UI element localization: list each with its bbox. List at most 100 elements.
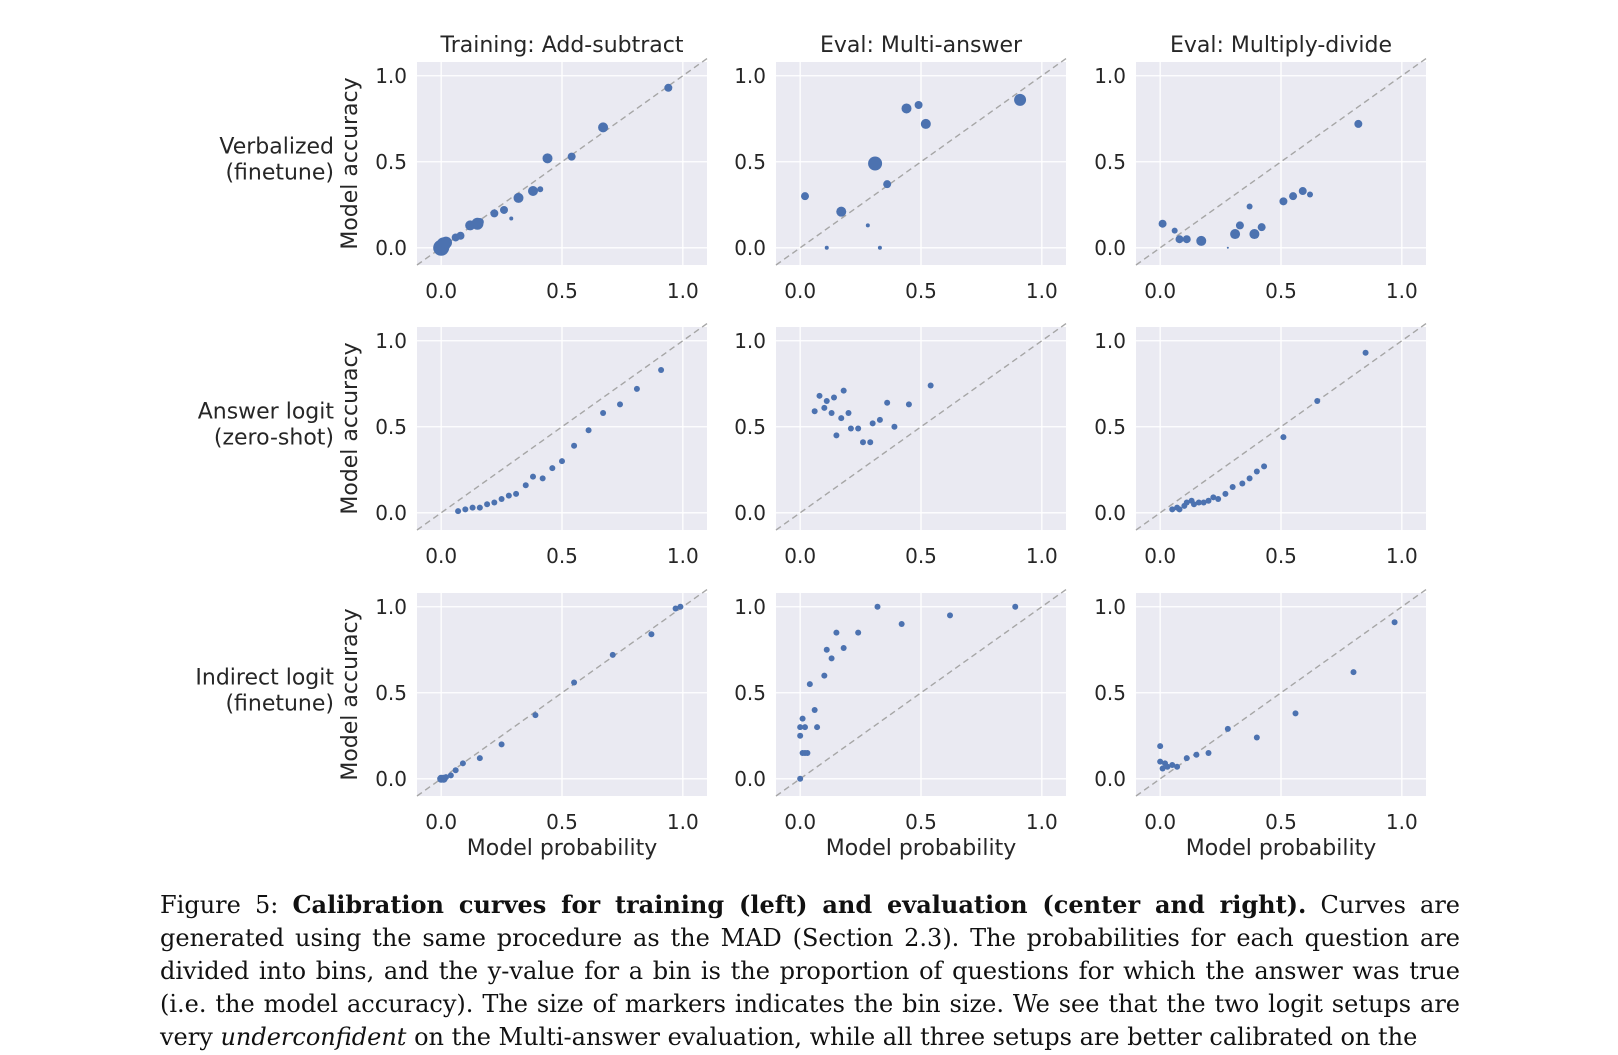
data-point	[1174, 763, 1181, 770]
data-point	[1200, 499, 1207, 506]
data-point	[884, 399, 891, 406]
data-point	[831, 394, 837, 401]
y-tick-label: 0.5	[375, 150, 407, 174]
data-point	[806, 681, 813, 688]
data-point	[811, 706, 818, 713]
data-point	[505, 492, 512, 499]
subplot-r2-c3: 0.0 0.0 0.5 0.5 1.0 1.0	[1094, 322, 1427, 568]
y-tick-label: 0.0	[1094, 767, 1126, 791]
data-point	[672, 605, 679, 612]
data-point	[1175, 235, 1184, 244]
data-point	[811, 408, 818, 415]
data-point	[1354, 119, 1363, 128]
subplot-r1-c3: 0.0 0.0 0.5 0.5 1.0 1.0 Eval: Multiply-divide	[1094, 33, 1427, 303]
data-point	[883, 180, 892, 189]
data-point	[1176, 506, 1183, 513]
x-tick-label: 1.0	[1386, 279, 1418, 303]
subplot-r3-c1: 0.0 0.0 0.5 0.5 1.0 1.0 Model probability Model…	[338, 588, 708, 861]
data-point	[1157, 758, 1164, 765]
data-point	[559, 458, 565, 465]
y-tick-label: 0.0	[375, 236, 407, 260]
data-point	[833, 629, 840, 636]
x-tick-label: 0.0	[784, 810, 816, 834]
data-point	[797, 775, 804, 782]
data-point	[824, 245, 829, 250]
data-point	[522, 482, 529, 489]
data-point	[801, 192, 809, 201]
caption-text1: Curves are generated using the same proc…	[160, 891, 1460, 1051]
data-point	[823, 646, 830, 653]
data-point	[1391, 619, 1398, 626]
data-point	[1307, 191, 1313, 198]
data-point	[1253, 468, 1260, 475]
data-point	[874, 603, 881, 610]
data-point	[799, 715, 806, 722]
data-point	[847, 425, 854, 432]
x-tick-label: 0.0	[784, 544, 816, 568]
data-point	[1292, 710, 1299, 717]
data-point	[1229, 483, 1236, 490]
data-point	[914, 101, 923, 110]
data-point	[927, 382, 934, 389]
row-label: Verbalized	[219, 135, 334, 160]
data-point	[1253, 734, 1260, 741]
data-point	[855, 425, 862, 432]
y-tick-label: 0.5	[1094, 681, 1126, 705]
data-point	[469, 504, 476, 511]
data-point	[1182, 235, 1191, 244]
x-axis-label: Model probability	[1186, 836, 1376, 861]
y-tick-label: 0.5	[375, 415, 407, 439]
y-tick-label: 1.0	[1094, 64, 1126, 88]
y-tick-label: 0.5	[734, 150, 766, 174]
x-tick-label: 1.0	[1026, 279, 1058, 303]
data-point	[828, 410, 835, 417]
data-point	[1298, 187, 1307, 196]
subplot-title: Training: Add-subtract	[440, 33, 684, 58]
y-tick-label: 1.0	[1094, 595, 1126, 619]
data-point	[828, 655, 835, 662]
data-point	[833, 432, 840, 439]
caption-bold: Calibration curves for training (left) a…	[292, 890, 1307, 919]
data-point	[1280, 434, 1287, 441]
figure-caption: Figure 5: Calibration curves for trainin…	[160, 888, 1460, 1054]
data-point	[1183, 755, 1190, 762]
x-tick-label: 0.0	[1144, 810, 1176, 834]
x-tick-label: 0.0	[425, 544, 457, 568]
data-point	[1222, 490, 1229, 497]
x-tick-label: 1.0	[1026, 810, 1058, 834]
x-tick-label: 1.0	[667, 810, 699, 834]
y-tick-label: 0.0	[1094, 236, 1126, 260]
data-point	[509, 216, 514, 221]
data-point	[840, 645, 847, 652]
y-tick-label: 1.0	[375, 595, 407, 619]
x-tick-label: 0.5	[905, 810, 937, 834]
data-point	[877, 245, 882, 250]
subplot-r1-c2: 0.0 0.0 0.5 0.5 1.0 1.0 Eval: Multi-answer	[734, 33, 1067, 303]
data-point	[821, 404, 828, 411]
data-point	[1246, 203, 1253, 210]
data-point	[1261, 463, 1268, 470]
data-point	[1169, 506, 1176, 513]
data-point	[1249, 229, 1260, 240]
data-point	[549, 465, 556, 472]
data-point	[860, 439, 866, 446]
y-tick-label: 0.0	[734, 501, 766, 525]
data-point	[1196, 235, 1207, 246]
y-tick-label: 1.0	[375, 329, 407, 353]
data-point	[865, 223, 870, 228]
x-tick-label: 1.0	[667, 544, 699, 568]
data-point	[845, 410, 852, 417]
data-point	[571, 442, 578, 449]
row-label: Indirect logit	[195, 666, 334, 691]
data-point	[1195, 499, 1202, 506]
data-point	[440, 236, 452, 249]
data-point	[1157, 743, 1164, 750]
data-point	[1158, 219, 1167, 228]
caption-italic: underconfident	[220, 1023, 407, 1051]
data-point	[814, 724, 821, 731]
data-point	[1205, 497, 1212, 504]
data-point	[498, 496, 505, 503]
data-point	[1210, 494, 1217, 501]
data-point	[498, 741, 505, 748]
data-point	[664, 83, 673, 92]
